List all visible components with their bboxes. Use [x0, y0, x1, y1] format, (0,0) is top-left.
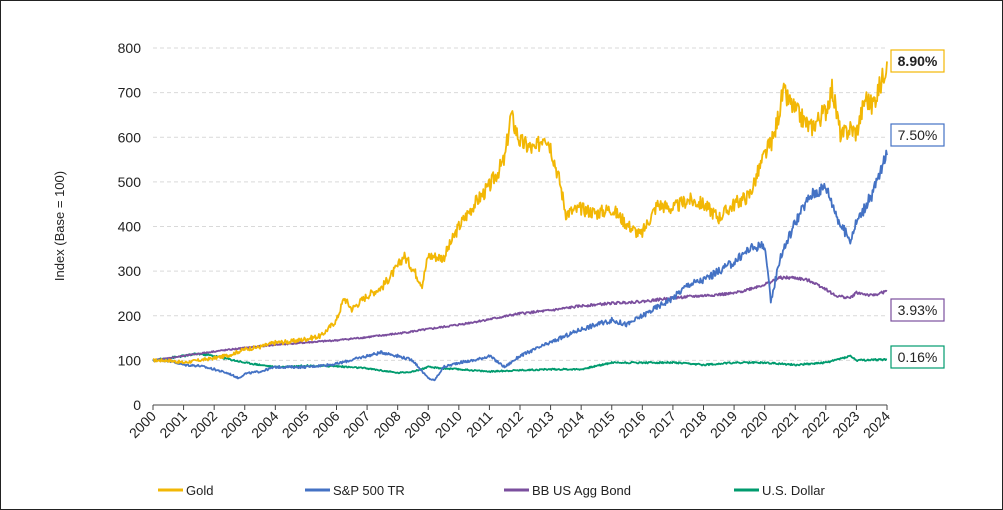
end-label-text: 7.50%	[898, 127, 938, 143]
y-tick-label: 200	[118, 308, 142, 324]
x-tick-label: 2012	[493, 408, 526, 441]
x-tick-label: 2003	[218, 408, 251, 441]
x-tick-label: 2024	[860, 408, 893, 441]
x-tick-label: 2013	[523, 408, 556, 441]
axis-layer: 0100200300400500600700800200020012002200…	[118, 40, 894, 441]
y-tick-label: 0	[133, 397, 141, 413]
y-tick-label: 800	[118, 40, 142, 56]
legend-label: BB US Agg Bond	[532, 483, 631, 498]
x-tick-label: 2004	[248, 408, 281, 441]
x-tick-label: 2020	[737, 408, 770, 441]
x-tick-label: 2006	[309, 408, 342, 441]
x-tick-label: 2016	[615, 408, 648, 441]
x-tick-label: 2014	[554, 408, 587, 441]
x-tick-label: 2022	[799, 408, 832, 441]
legend-label: S&P 500 TR	[333, 483, 405, 498]
end-label-text: 0.16%	[898, 349, 938, 365]
legend-item-bb-us-agg-bond: BB US Agg Bond	[504, 483, 631, 498]
legend-label: Gold	[186, 483, 213, 498]
x-tick-label: 2008	[370, 408, 403, 441]
x-tick-label: 2000	[126, 408, 159, 441]
y-axis-label: Index (Base = 100)	[52, 171, 67, 281]
y-tick-label: 300	[118, 263, 142, 279]
x-tick-label: 2001	[156, 408, 189, 441]
y-tick-label: 100	[118, 352, 142, 368]
x-tick-label: 2019	[707, 408, 740, 441]
series-line-s-p-500-tr	[152, 149, 888, 382]
x-tick-label: 2002	[187, 408, 220, 441]
legend-item-u-s-dollar: U.S. Dollar	[734, 483, 826, 498]
series-layer	[152, 61, 888, 382]
legend-label: U.S. Dollar	[762, 483, 826, 498]
end-label-box	[890, 49, 945, 73]
y-tick-label: 400	[118, 219, 142, 235]
x-tick-label: 2010	[432, 408, 465, 441]
series-line-gold	[152, 61, 888, 365]
end-label-bb-us-agg-bond: 3.93%	[890, 298, 945, 322]
end-label-layer: 8.90% 7.50% 3.93% 0.16%	[890, 49, 945, 369]
x-tick-label: 2009	[401, 408, 434, 441]
end-label-text: 8.90%	[898, 53, 938, 69]
x-tick-label: 2017	[646, 408, 679, 441]
series-line-bb-us-agg-bond	[152, 275, 888, 362]
x-tick-label: 2005	[279, 408, 312, 441]
end-label-u-s-dollar: 0.16%	[890, 345, 945, 369]
legend-item-s-p-500-tr: S&P 500 TR	[305, 483, 405, 498]
x-tick-label: 2021	[768, 408, 801, 441]
legend-item-gold: Gold	[158, 483, 213, 498]
y-tick-label: 700	[118, 85, 142, 101]
end-label-gold: 8.90%	[890, 49, 945, 73]
end-label-box	[890, 123, 945, 147]
y-tick-label: 600	[118, 129, 142, 145]
x-tick-label: 2018	[676, 408, 709, 441]
end-label-box	[890, 298, 945, 322]
x-tick-label: 2011	[463, 408, 496, 441]
x-tick-label: 2007	[340, 408, 373, 441]
end-label-box	[890, 345, 945, 369]
x-tick-label: 2023	[829, 408, 862, 441]
legend: Gold S&P 500 TR BB US Agg Bond U.S. Dollar	[158, 483, 826, 498]
x-tick-label: 2015	[585, 408, 618, 441]
end-label-s-p-500-tr: 7.50%	[890, 123, 945, 147]
end-label-text: 3.93%	[898, 302, 938, 318]
y-tick-label: 500	[118, 174, 142, 190]
